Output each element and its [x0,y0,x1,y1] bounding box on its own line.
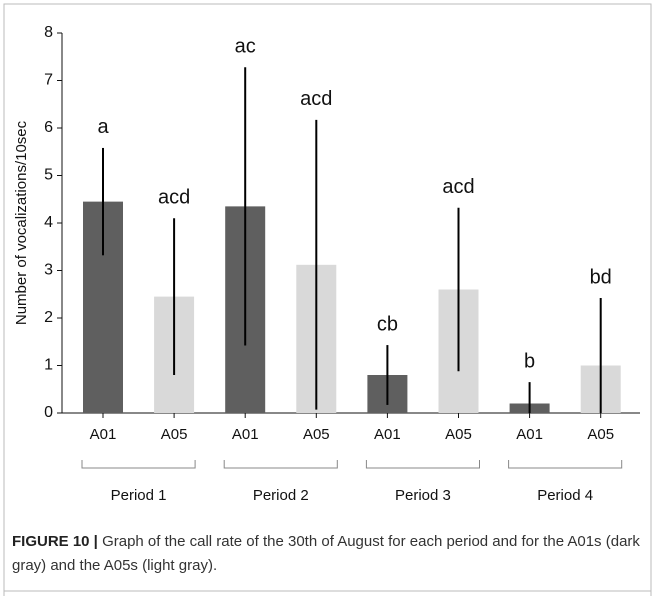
x-tick-label: A05 [161,426,188,443]
significance-label: acd [158,187,190,209]
y-tick-label: 0 [44,404,53,421]
x-tick-label: A01 [374,426,401,443]
y-axis-label: Number of vocalizations/10sec [13,120,30,325]
x-tick-label: A05 [303,426,330,443]
plot [83,67,621,413]
group-bracket [81,460,196,469]
caption-label: FIGURE 10 | [12,533,98,550]
significance-label: a [97,116,109,138]
group-label: Period 1 [111,487,167,504]
caption: FIGURE 10 | Graph of the call rate of th… [12,530,642,578]
x-tick-label: A01 [516,426,543,443]
y-tick-label: 1 [44,357,53,374]
caption-text: Graph of the call rate of the 30th of Au… [12,533,640,574]
frame [3,3,652,596]
y-tick-label: 7 [44,72,53,89]
group-bracket [365,460,480,469]
group-label: Period 2 [253,487,309,504]
group-bracket [508,460,623,469]
significance-label: bd [590,266,612,288]
x-tick-label: A01 [232,426,259,443]
group-bracket [223,460,338,469]
y-tick-label: 8 [44,24,53,41]
significance-label: cb [377,313,398,335]
y-tick-label: 4 [44,214,53,231]
significance-label: acd [300,88,332,110]
significance-label: ac [235,35,256,57]
significance-label: b [524,350,535,372]
group-label: Period 4 [537,487,593,504]
y-tick-label: 3 [44,262,53,279]
group-label: Period 3 [395,487,451,504]
y-tick-label: 5 [44,167,53,184]
y-tick-label: 6 [44,119,53,136]
x-tick-label: A01 [90,426,117,443]
x-tick-label: A05 [445,426,472,443]
significance-label: acd [442,176,474,198]
y-tick-label: 2 [44,309,53,326]
x-tick-label: A05 [587,426,614,443]
